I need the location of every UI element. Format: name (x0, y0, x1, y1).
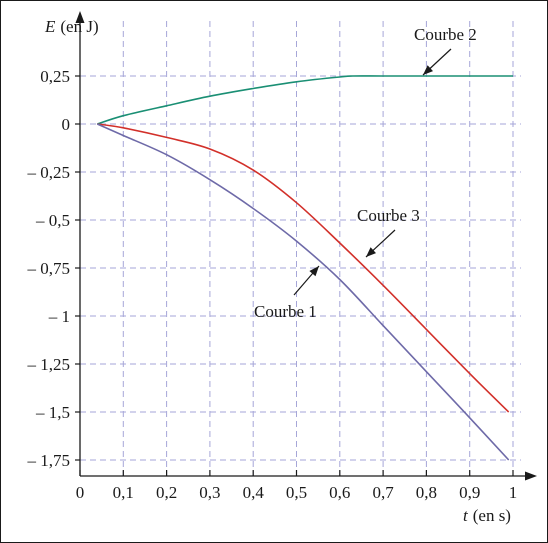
x-tick-label: 0 (76, 483, 85, 502)
series-line-c3 (97, 123, 510, 413)
series-line-c1 (96, 123, 510, 461)
x-tick-label: 1 (509, 483, 518, 502)
x-tick-label: 0,6 (329, 483, 350, 502)
x-tick-label: 0,9 (459, 483, 480, 502)
annotation-label-c2: Courbe 2 (414, 25, 477, 44)
axes (75, 11, 537, 481)
annotation-arrowhead-c1 (309, 266, 319, 277)
annotation-label-c3: Courbe 3 (357, 206, 420, 225)
grid (80, 21, 521, 476)
x-axis-ticks: 0 0,1 0,2 0,3 0,4 0,5 0,6 0,7 0,8 0,9 1 (76, 470, 518, 502)
y-tick-label: – 0,5 (35, 211, 70, 230)
x-axis-title: t (en s) (463, 506, 511, 525)
y-tick-label: – 0,75 (27, 259, 71, 278)
series-lines (96, 75, 513, 461)
x-tick-label: 0,8 (416, 483, 437, 502)
annotation-label-c1: Courbe 1 (254, 302, 317, 321)
x-tick-label: 0,1 (113, 483, 134, 502)
x-axis-arrow (525, 471, 537, 481)
x-tick-label: 0,3 (199, 483, 220, 502)
y-axis-variable: E (44, 17, 56, 36)
annotation-arrowhead-c3 (366, 247, 376, 257)
y-tick-label: – 1,5 (35, 403, 70, 422)
y-tick-label: – 1,25 (27, 355, 71, 374)
x-tick-label: 0,4 (243, 483, 265, 502)
y-tick-label: – 1,75 (27, 451, 71, 470)
series-line-c2 (97, 75, 513, 125)
y-tick-label: – 0,25 (27, 163, 71, 182)
y-axis-ticks: 0,25 0 – 0,25 – 0,5 – 0,75 – 1 – 1,25 – 1,5 – 1,… (27, 67, 80, 470)
x-tick-label: 0,5 (286, 483, 307, 502)
curve-annotations: Courbe 2 Courbe 3 Courbe 1 (254, 25, 477, 321)
y-tick-label: – 1 (48, 307, 70, 326)
y-axis-arrow (75, 11, 85, 23)
y-axis-title: E (en J) (44, 17, 99, 36)
x-tick-label: 0,7 (372, 483, 394, 502)
y-tick-label: 0 (62, 115, 71, 134)
y-tick-label: 0,25 (40, 67, 70, 86)
annotation-arrowhead-c2 (423, 65, 433, 75)
x-axis-variable: t (463, 506, 469, 525)
x-axis-unit: (en s) (473, 506, 511, 525)
x-tick-label: 0,2 (156, 483, 177, 502)
y-axis-unit: (en J) (60, 17, 98, 36)
